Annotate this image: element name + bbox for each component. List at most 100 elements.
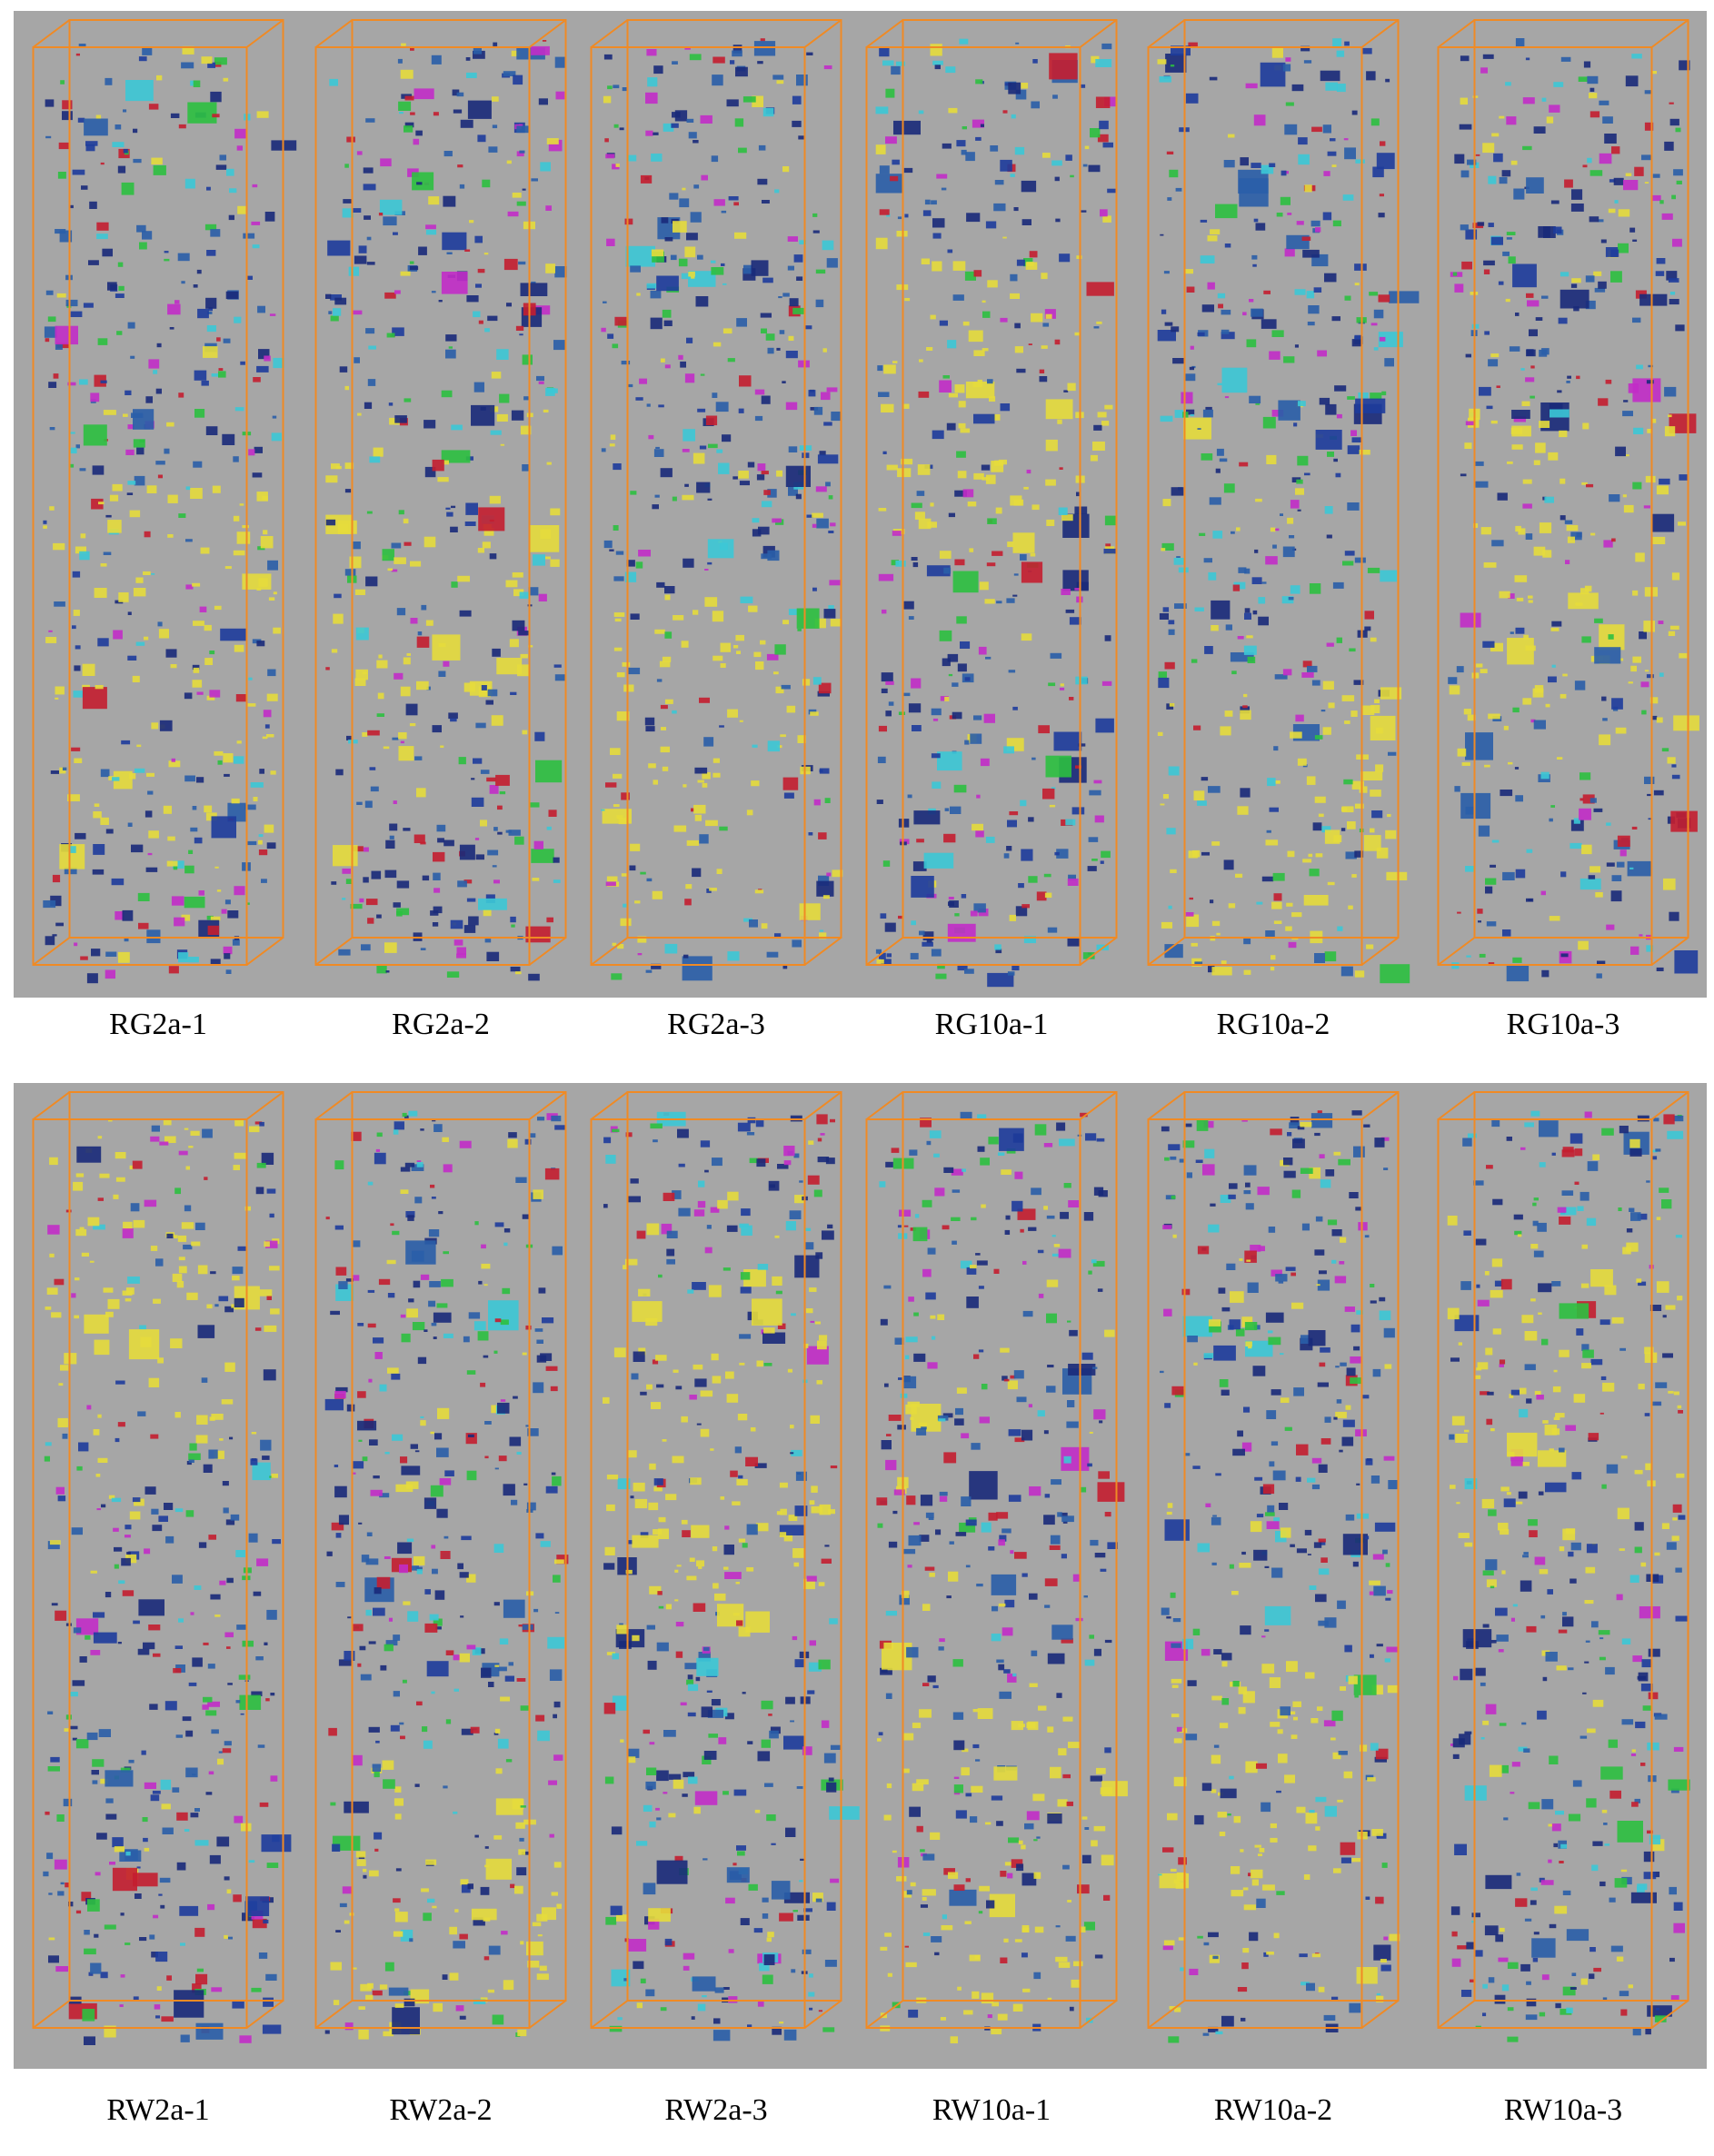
pore [981, 1522, 992, 1533]
pore [1277, 1729, 1283, 1734]
pore [234, 316, 242, 323]
pore [398, 101, 412, 111]
pore [1269, 1677, 1281, 1688]
pore [916, 1427, 927, 1436]
pore [127, 822, 133, 827]
pore [375, 1740, 380, 1744]
pore [1568, 1551, 1574, 1557]
pore [112, 1837, 124, 1848]
pore [754, 1809, 761, 1813]
pore [601, 327, 606, 333]
pore [1318, 1986, 1325, 1992]
pore [1219, 1832, 1226, 1836]
pore [1351, 1858, 1360, 1863]
pore [1514, 767, 1520, 770]
pore [1344, 1307, 1355, 1312]
pore [1010, 273, 1018, 282]
pore [1533, 720, 1546, 730]
pore [499, 393, 510, 403]
pore [1506, 1492, 1511, 1495]
pore [1353, 1346, 1360, 1351]
pore [224, 1876, 230, 1881]
pore [1488, 175, 1497, 184]
pore [43, 900, 56, 909]
pore [1608, 208, 1616, 214]
pore [495, 1768, 503, 1774]
pore [1290, 1734, 1298, 1739]
pore [1097, 1482, 1125, 1502]
pore [1327, 881, 1335, 886]
pore [1488, 1509, 1497, 1516]
pore [554, 266, 567, 278]
pore [1538, 1491, 1544, 1495]
pore [1601, 1484, 1607, 1489]
pore [508, 1662, 513, 1666]
pore [1229, 1564, 1234, 1569]
pore [883, 364, 896, 374]
pore [100, 769, 110, 778]
pore [1520, 1963, 1530, 1972]
pore [374, 1848, 379, 1852]
pore [1350, 710, 1358, 717]
pore [610, 434, 616, 440]
pore [223, 338, 231, 343]
pore [885, 88, 895, 98]
pore [105, 951, 117, 957]
pore [201, 380, 209, 386]
pore [100, 563, 107, 567]
pore [1006, 598, 1015, 603]
box-edge [1437, 937, 1476, 966]
pore [73, 1181, 84, 1191]
pore [964, 1921, 972, 1924]
pore [1344, 1644, 1352, 1653]
pore [1647, 429, 1652, 433]
pore [211, 1414, 224, 1420]
pore [1311, 1457, 1322, 1464]
pore [1618, 1207, 1622, 1211]
pore [1605, 247, 1619, 257]
box-edge [245, 1091, 284, 1120]
pore [480, 1382, 486, 1387]
pore [1534, 1390, 1541, 1396]
pore [1471, 1913, 1480, 1918]
pore [658, 1528, 669, 1539]
pore [1507, 2036, 1519, 2042]
pore [878, 392, 890, 397]
pore [1244, 608, 1251, 613]
pore [153, 370, 158, 374]
pore [429, 1614, 439, 1621]
pore [252, 1918, 267, 1929]
pore [613, 124, 619, 128]
pore [190, 827, 198, 832]
pore [1616, 1956, 1624, 1962]
pore [262, 495, 268, 501]
pore [819, 769, 823, 773]
pore [628, 154, 637, 162]
pore [1354, 334, 1361, 340]
pore [397, 1542, 413, 1555]
pore [615, 551, 624, 555]
pore [967, 502, 977, 507]
pore [1464, 442, 1472, 449]
pore [785, 1827, 796, 1837]
pore [1340, 828, 1346, 831]
pore [264, 212, 275, 222]
pore [1271, 955, 1276, 960]
pore [92, 869, 105, 875]
pore [1333, 1416, 1338, 1420]
pore [55, 325, 78, 345]
pore [1314, 796, 1326, 803]
pore [365, 118, 375, 123]
pore [197, 1265, 208, 1275]
pore [348, 266, 360, 276]
pore [616, 711, 630, 721]
pore [1530, 1887, 1538, 1892]
pore [252, 244, 260, 249]
pore [746, 810, 753, 816]
pore [777, 1323, 786, 1329]
pore [1523, 634, 1529, 640]
pore [1215, 1473, 1221, 1476]
pore [1549, 1923, 1557, 1929]
pore [258, 1952, 268, 1959]
pore [1171, 45, 1191, 56]
